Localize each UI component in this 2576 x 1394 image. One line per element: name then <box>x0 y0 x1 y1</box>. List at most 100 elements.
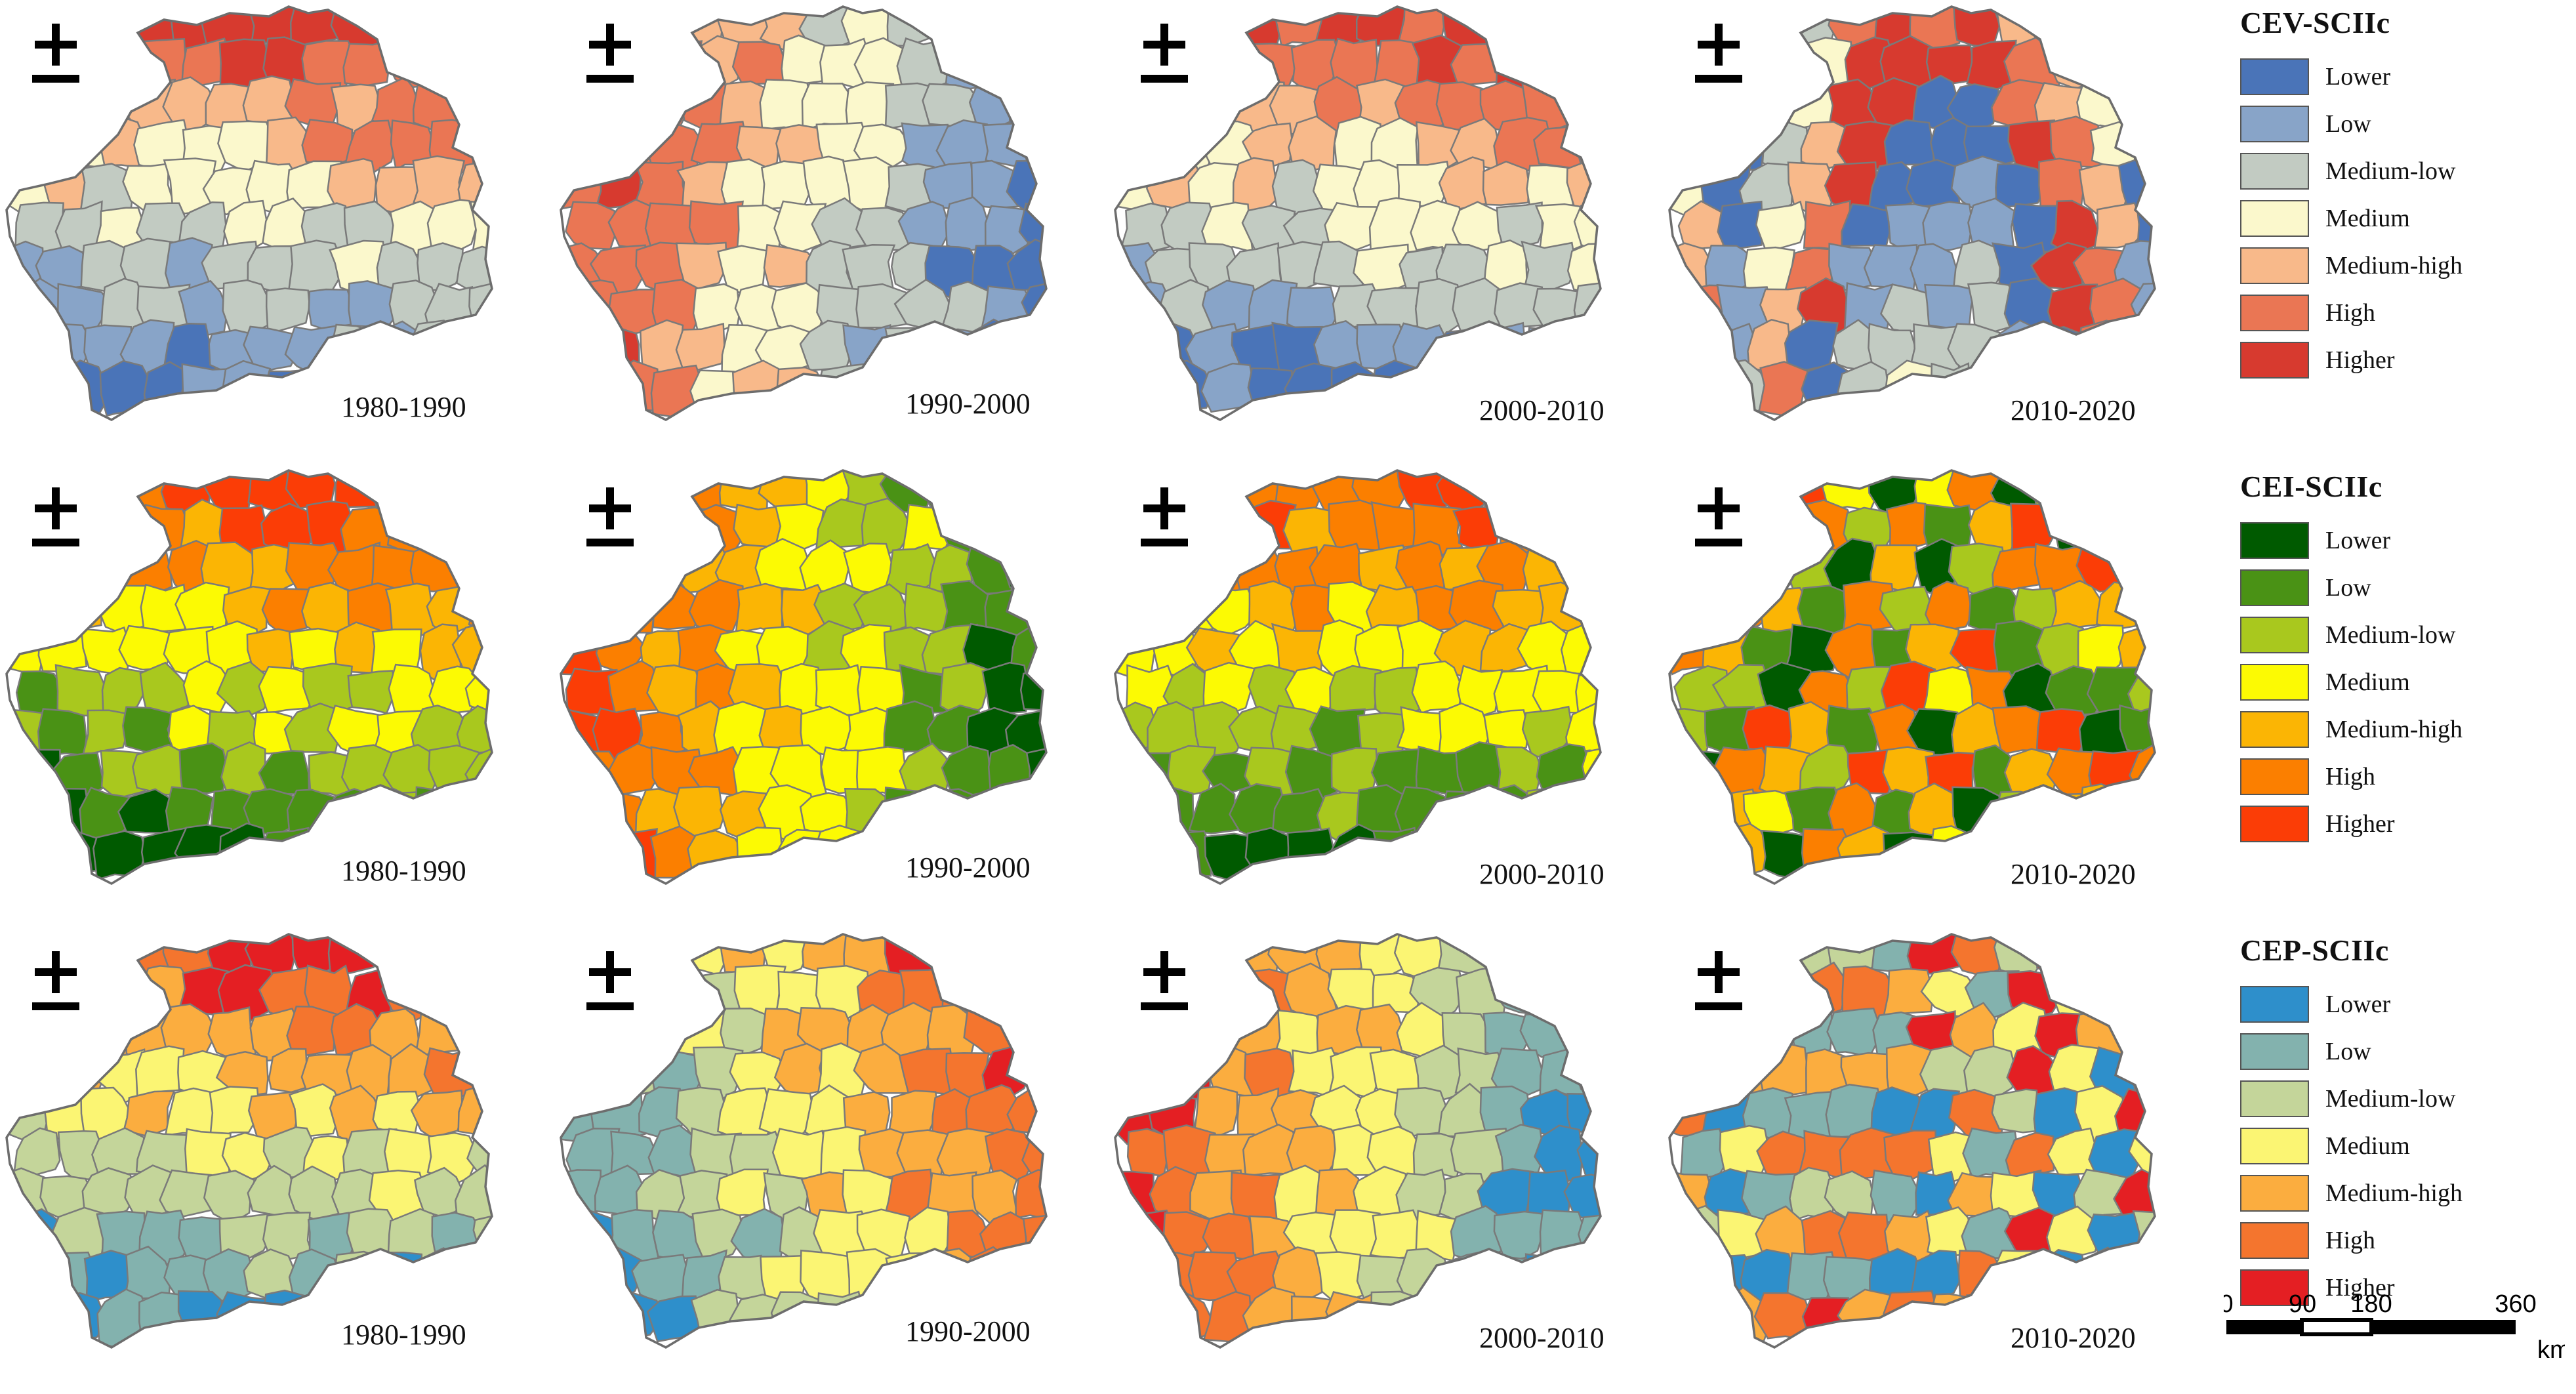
county-region <box>1536 743 1591 803</box>
legend-swatch <box>2240 1269 2309 1306</box>
county-region <box>222 359 272 413</box>
county-region <box>735 583 783 636</box>
county-region <box>1882 968 1934 1019</box>
legend-label: High <box>2325 1227 2375 1254</box>
county-region <box>331 323 385 377</box>
county-region <box>2130 282 2155 335</box>
county-region <box>81 934 138 982</box>
county-region <box>457 1011 492 1059</box>
county-region <box>215 1051 269 1097</box>
legend-item: Low <box>2240 564 2568 611</box>
county-region <box>1027 367 1046 420</box>
county-region <box>896 37 951 92</box>
legend-item: Medium-high <box>2240 1170 2568 1217</box>
county-region <box>1669 326 1714 374</box>
county-region <box>1565 702 1601 754</box>
legend-label: Medium-low <box>2325 157 2456 185</box>
county-region <box>1576 115 1601 167</box>
county-region <box>408 319 462 378</box>
county-region <box>1713 118 1769 173</box>
county-region <box>1187 1010 1240 1058</box>
county-region <box>1192 544 1245 595</box>
county-region <box>1192 701 1248 762</box>
north-arrow-icon <box>1695 487 1742 546</box>
county-region <box>1559 539 1601 594</box>
county-region <box>1565 470 1601 512</box>
legend-item: Medium <box>2240 659 2568 706</box>
county-region <box>1119 1292 1173 1345</box>
county-region <box>688 579 745 632</box>
legend-swatch <box>2240 617 2309 653</box>
county-region <box>1206 503 1254 555</box>
legend-swatch <box>2240 200 2309 237</box>
county-region <box>1757 966 1808 1015</box>
county-region <box>1330 361 1381 412</box>
county-region <box>1456 665 1503 718</box>
map-panel: 2010-2020 <box>1663 928 2227 1390</box>
legend-label: Medium-low <box>2325 621 2456 649</box>
legend-swatch <box>2240 153 2309 190</box>
county-region <box>11 362 63 418</box>
county-region <box>2136 508 2155 556</box>
scale-tick-label: 360 <box>2495 1290 2536 1318</box>
county-region <box>1241 43 1301 87</box>
county-region <box>288 1083 343 1138</box>
legend-swatch <box>2240 342 2309 379</box>
county-region <box>14 748 64 800</box>
county-region <box>2115 1006 2155 1060</box>
legend-item: Lower <box>2240 517 2568 564</box>
legend-swatch <box>2240 1222 2309 1259</box>
legend-label: Medium <box>2325 668 2410 696</box>
county-region <box>468 281 492 332</box>
county-region <box>1995 163 2049 209</box>
county-region <box>967 934 1025 977</box>
legend-item: Lower <box>2240 981 2568 1028</box>
county-region <box>1203 964 1260 1014</box>
county-region <box>424 498 477 554</box>
scale-tick-label: 180 <box>2350 1290 2392 1318</box>
legend-title: CEI-SCIIc <box>2240 470 2382 503</box>
map-panel: 1980-1990 <box>0 0 564 462</box>
county-region <box>411 7 467 54</box>
province-border <box>1668 933 2156 1349</box>
county-region <box>987 744 1032 799</box>
county-region <box>2116 1255 2155 1298</box>
county-region <box>1757 1044 1809 1097</box>
county-region <box>2077 624 2125 680</box>
county-region <box>926 7 977 52</box>
county-region <box>82 7 134 49</box>
county-region <box>1456 965 1508 1021</box>
county-region <box>1670 1043 1728 1097</box>
county-region <box>2054 502 2105 554</box>
county-region <box>2134 364 2155 419</box>
county-region <box>1202 39 1256 87</box>
county-region <box>1020 501 1046 552</box>
county-region <box>570 580 618 632</box>
county-region <box>257 827 310 882</box>
county-region <box>408 470 470 517</box>
county-region <box>1883 1290 1940 1340</box>
county-region <box>371 790 426 840</box>
county-region <box>1566 243 1601 293</box>
north-arrow-icon <box>1141 487 1188 546</box>
legend-item: Higher <box>2240 1264 2568 1311</box>
county-region <box>1479 321 1531 377</box>
legend-label: Medium <box>2325 205 2410 232</box>
county-region <box>1126 369 1174 416</box>
legend-swatch <box>2240 1128 2309 1164</box>
county-region <box>1563 78 1601 128</box>
county-region <box>1526 164 1574 210</box>
county-region <box>58 583 108 631</box>
period-label: 1990-2000 <box>905 388 1031 420</box>
county-region <box>1115 791 1158 838</box>
legend-swatch <box>2240 247 2309 284</box>
county-region <box>453 77 492 127</box>
county-region <box>1534 502 1590 558</box>
county-region <box>472 1213 492 1261</box>
county-region <box>203 1170 256 1225</box>
county-region <box>569 1046 620 1099</box>
county-region <box>561 1250 606 1305</box>
county-region <box>1837 1211 1891 1263</box>
county-region <box>469 200 492 252</box>
county-region <box>265 287 311 335</box>
